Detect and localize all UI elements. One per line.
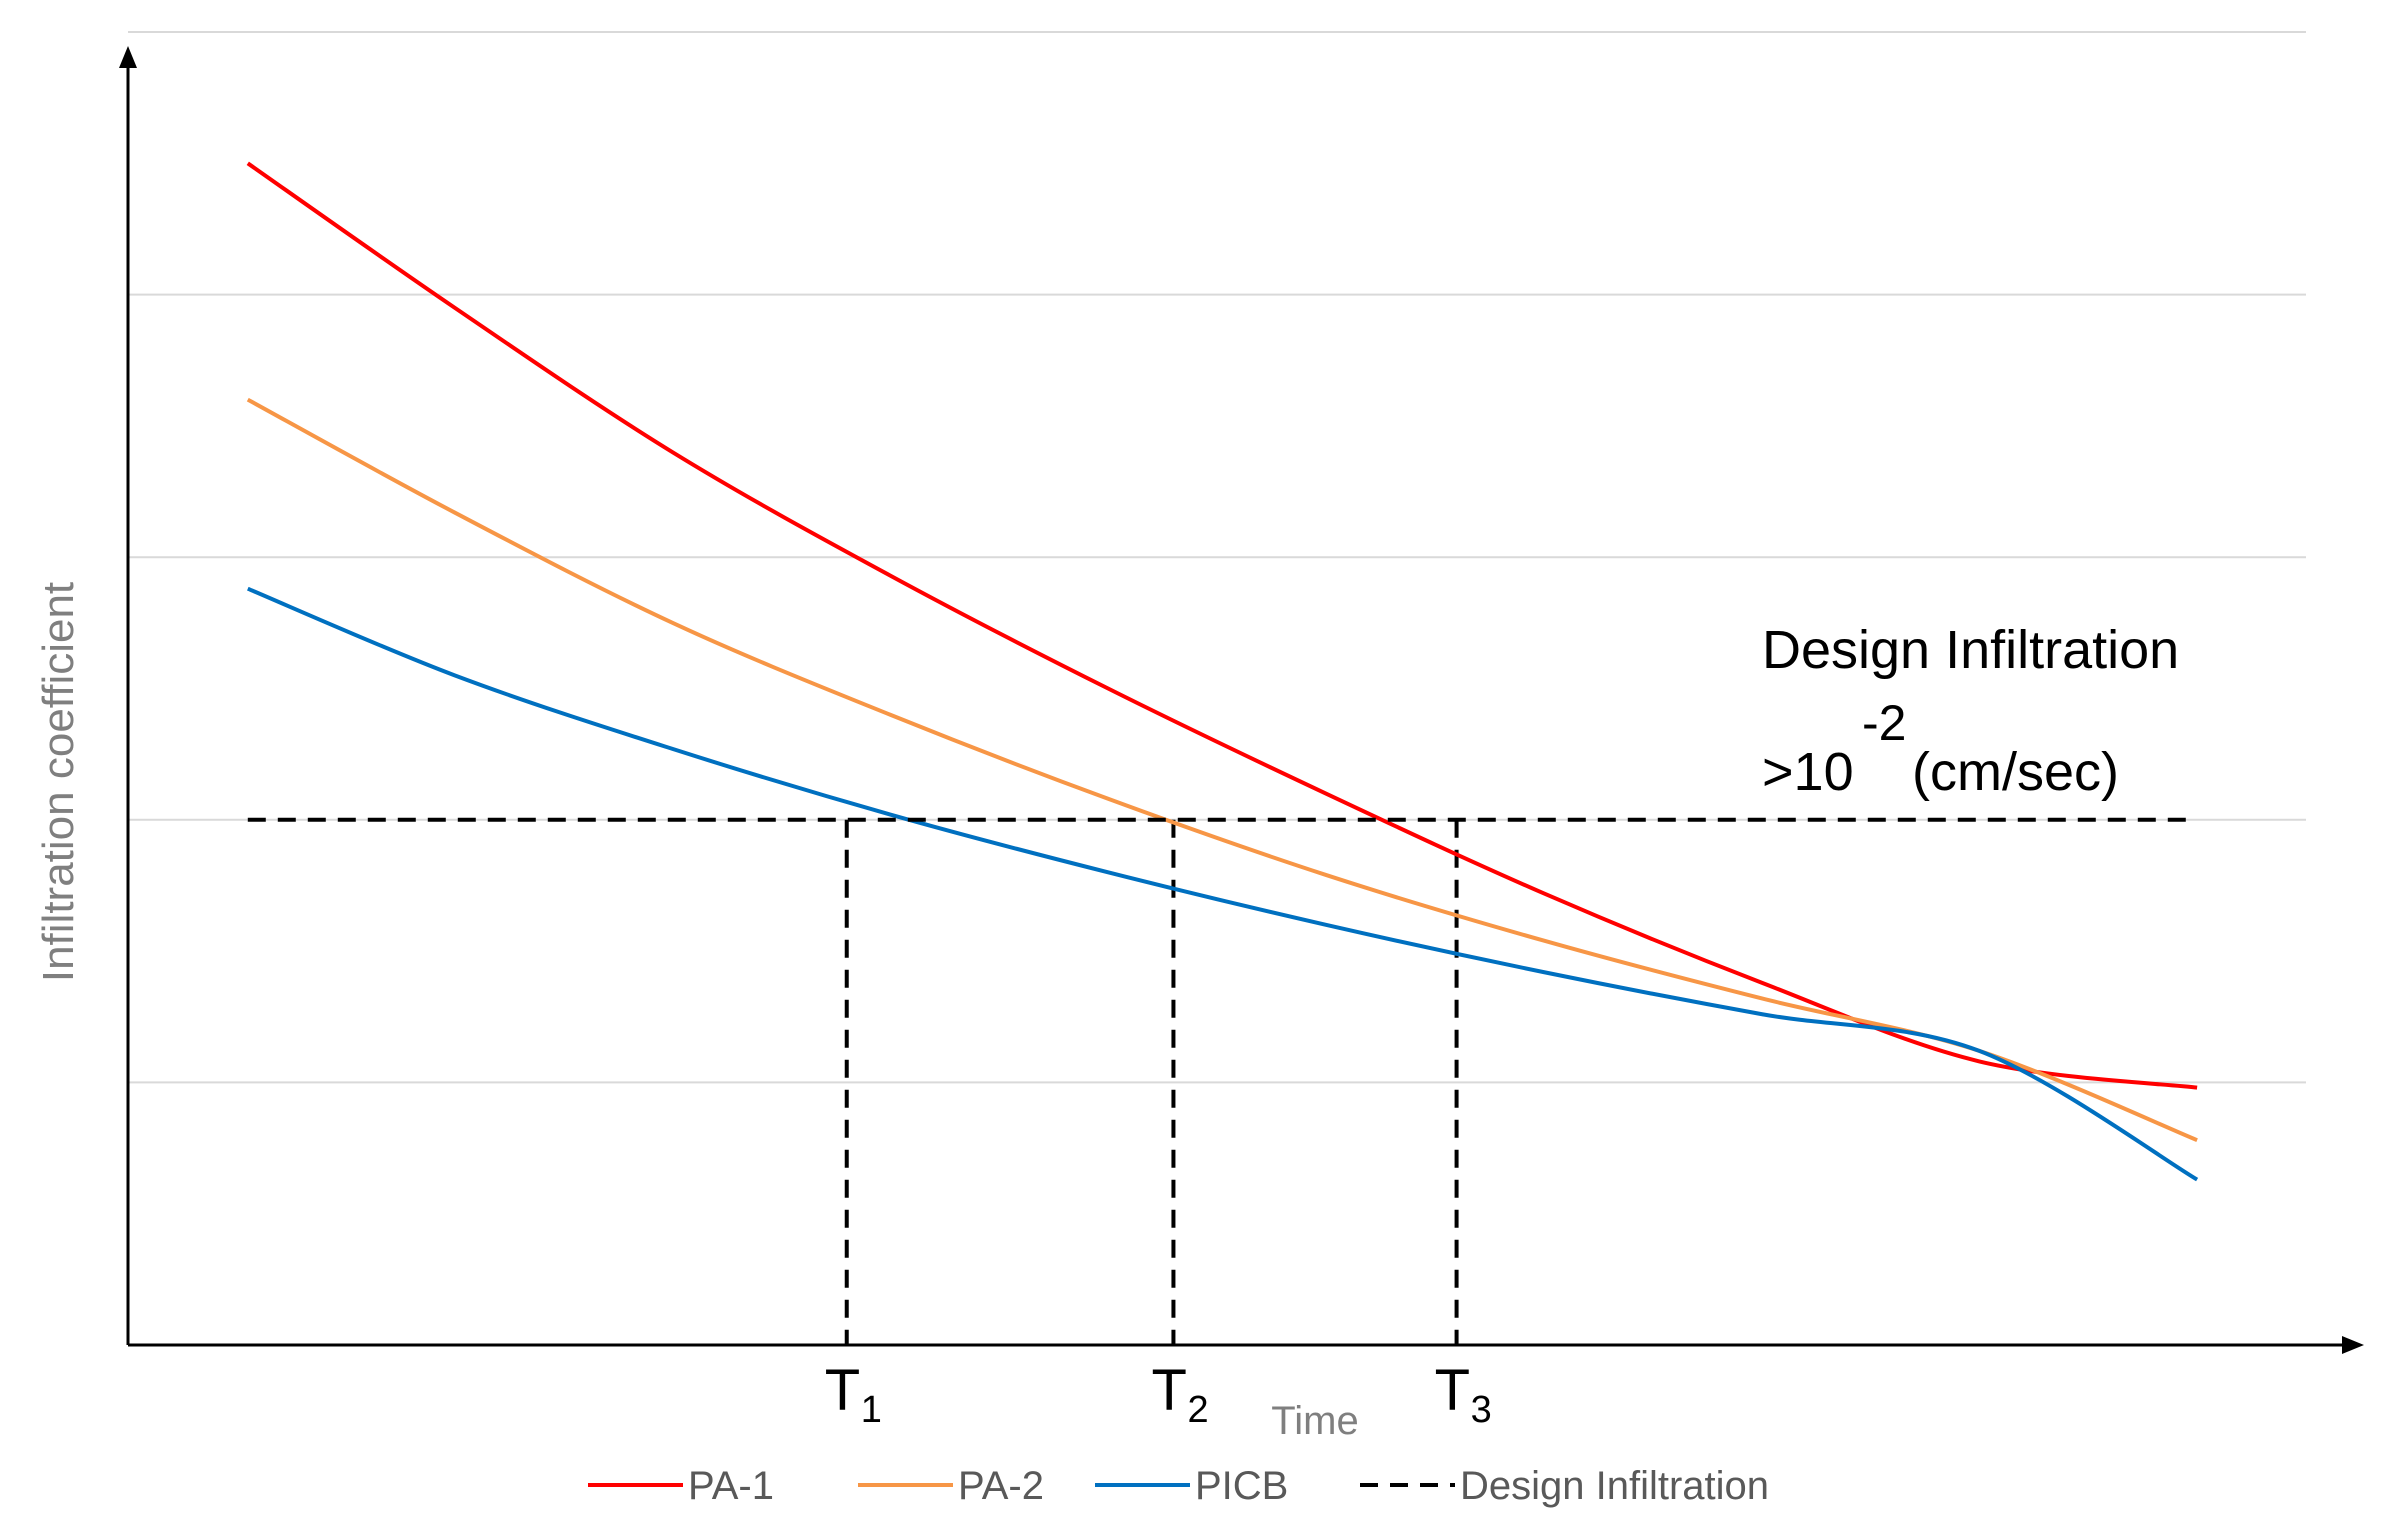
annotation-prefix: >10	[1762, 742, 1854, 802]
tick-label-t1: T	[825, 1358, 860, 1423]
tick-subscript-3: 3	[1471, 1389, 1492, 1431]
legend-label-design-infiltration: Design Infiltration	[1460, 1464, 1769, 1508]
y-axis-arrow-icon	[119, 46, 137, 68]
annotation-title: Design Infiltration	[1762, 620, 2179, 680]
y-axis-title: Infiltration coefficient	[34, 582, 83, 982]
tick-label-t3: T	[1435, 1358, 1470, 1423]
annotation-exponent: -2	[1862, 695, 1906, 751]
tick-subscript-1: 1	[861, 1389, 882, 1431]
series-lines	[246, 161, 2199, 1182]
series-line-picb	[247, 586, 2199, 1182]
legend: PA-1 PA-2 PICB Design Infiltration	[588, 1464, 1769, 1508]
axes	[119, 46, 2364, 1354]
tick-label-t2: T	[1151, 1358, 1186, 1423]
legend-label-pa-1: PA-1	[688, 1464, 774, 1508]
gridlines	[128, 31, 2306, 1084]
annotation-units: (cm/sec)	[1912, 742, 2119, 802]
x-axis-title: Time	[1271, 1399, 1358, 1443]
legend-label-pa-2: PA-2	[958, 1464, 1044, 1508]
series-line-pa-2	[246, 397, 2198, 1143]
legend-label-picb: PICB	[1195, 1464, 1288, 1508]
x-axis-arrow-icon	[2342, 1336, 2364, 1354]
tick-subscript-2: 2	[1187, 1389, 1208, 1431]
crossing-drop-lines	[844, 819, 1459, 1345]
design-infiltration-annotation: Design Infiltration >10 -2 (cm/sec)	[1762, 620, 2179, 802]
